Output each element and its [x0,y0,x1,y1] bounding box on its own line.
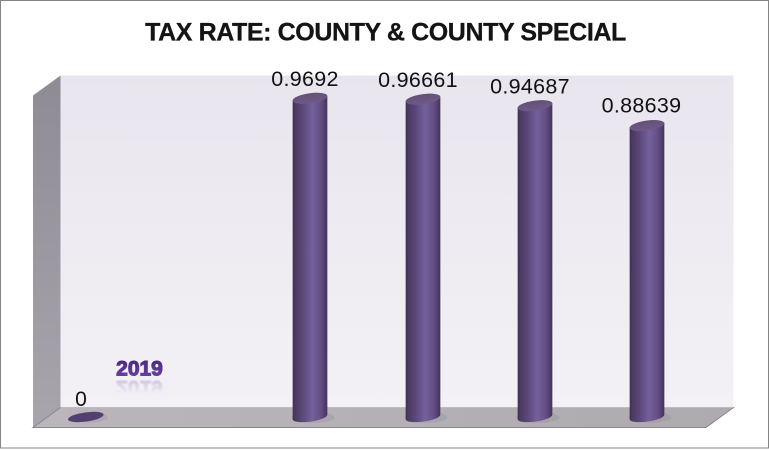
svg-text:TAX RATE: COUNTY & COUNTY SPEC: TAX RATE: COUNTY & COUNTY SPECIAL [145,19,626,47]
svg-text:0.88639: 0.88639 [602,94,682,118]
svg-text:2019: 2019 [116,376,163,399]
svg-text:0.94687: 0.94687 [490,75,570,99]
svg-text:0: 0 [75,388,87,411]
svg-text:0.96661: 0.96661 [378,68,458,92]
svg-text:0.9692: 0.9692 [271,67,339,91]
svg-text:2019: 2019 [116,358,163,381]
